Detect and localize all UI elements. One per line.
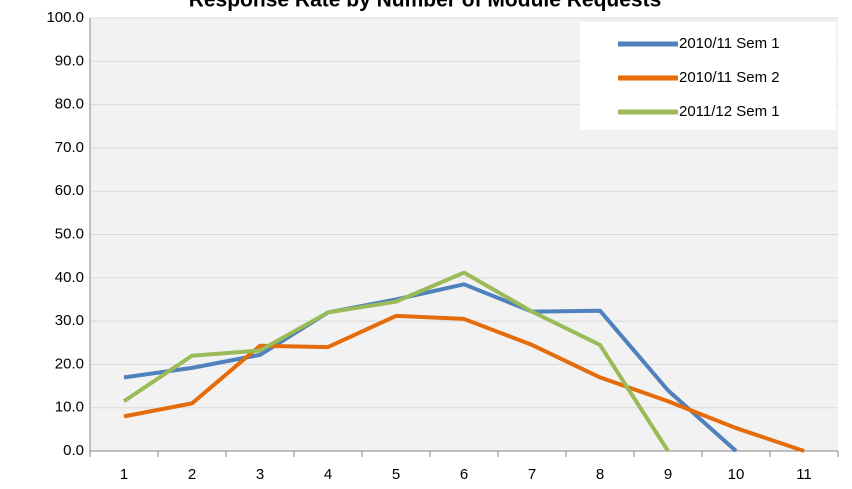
x-tick-label: 6 <box>460 466 468 483</box>
y-tick-label: 80.0 <box>55 96 84 113</box>
x-tick-label: 3 <box>256 466 264 483</box>
y-tick-label: 20.0 <box>55 355 84 372</box>
x-tick-label: 9 <box>664 466 672 483</box>
legend-label: 2011/12 Sem 1 <box>679 103 780 120</box>
y-tick-label: 70.0 <box>55 139 84 156</box>
y-tick-label: 60.0 <box>55 182 84 199</box>
x-tick-label: 8 <box>596 466 604 483</box>
line-series <box>123 282 738 453</box>
chart-title: Response Rate by Number of Module Reques… <box>189 0 662 12</box>
legend-label: 2010/11 Sem 1 <box>679 35 780 52</box>
y-tick-label: 90.0 <box>55 52 84 69</box>
y-tick-label: 10.0 <box>55 399 84 416</box>
x-tick-label: 11 <box>796 466 812 483</box>
y-tick-label: 100.0 <box>46 9 84 26</box>
x-tick-label: 2 <box>188 466 196 483</box>
x-tick-label: 1 <box>120 466 128 483</box>
line-series <box>123 313 805 453</box>
y-tick-label: 50.0 <box>55 225 84 242</box>
y-tick-label: 30.0 <box>55 312 84 329</box>
x-tick-label: 10 <box>728 466 745 483</box>
x-tick-label: 5 <box>392 466 400 483</box>
x-tick-label: 7 <box>528 466 536 483</box>
x-tick-label: 4 <box>324 466 332 483</box>
y-tick-label: 40.0 <box>55 269 84 286</box>
legend-label: 2010/11 Sem 2 <box>679 69 780 86</box>
y-tick-label: 0.0 <box>63 442 84 459</box>
line-series <box>122 270 670 453</box>
